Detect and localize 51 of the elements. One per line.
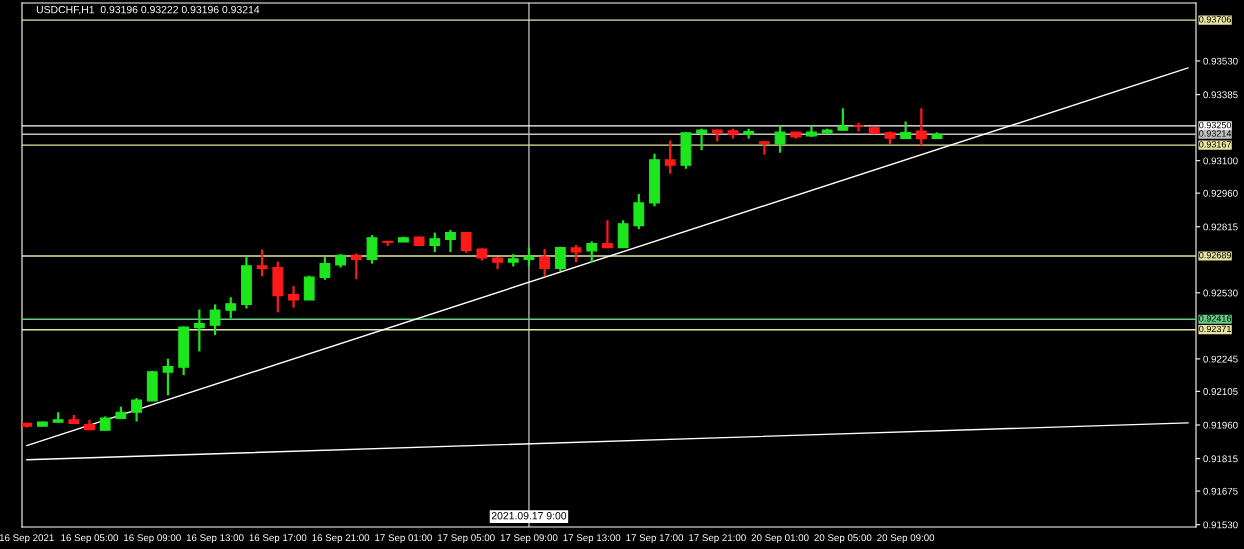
y-tick-label: 0.91675 — [1203, 487, 1238, 495]
x-tick-label: 16 Sep 13:00 — [186, 534, 244, 544]
x-tick-label: 16 Sep 09:00 — [124, 534, 181, 544]
x-tick-label: 20 Sep 01:00 — [751, 534, 809, 544]
x-tick-label: 17 Sep 13:00 — [563, 534, 621, 544]
y-tick-label: 0.93385 — [1203, 91, 1238, 99]
x-tick-label: 17 Sep 01:00 — [375, 534, 432, 544]
y-tick-label: 0.92530 — [1203, 289, 1238, 297]
candlestick — [366, 233, 378, 265]
ref-line-label: 0.92416 — [1199, 315, 1232, 322]
y-tick-label: 0.91960 — [1203, 421, 1238, 429]
ref-line-label: 0.93167 — [1199, 141, 1231, 148]
ref-line-label: 0.92371 — [1199, 325, 1231, 333]
x-tick-label: 16 Sep 21:00 — [312, 534, 370, 544]
y-tick-label: 0.93530 — [1203, 57, 1238, 65]
ref-line-label: 0.93250 — [1199, 121, 1232, 129]
x-tick-label: 20 Sep 05:00 — [814, 534, 872, 544]
ref-line-label: 0.92689 — [1199, 251, 1231, 259]
candlestick — [586, 240, 598, 264]
candlestick — [727, 127, 739, 140]
candlestick — [413, 235, 425, 247]
ref-line-label: 2021.09.17 9:00 — [491, 512, 567, 520]
candlestick — [52, 411, 64, 424]
candlestick — [476, 247, 488, 262]
candlestick — [774, 124, 786, 154]
y-tick-label: 0.91815 — [1203, 455, 1238, 463]
y-tick-label: 0.92960 — [1203, 189, 1238, 197]
x-tick-label: 16 Sep 2021 — [0, 534, 54, 544]
candlestick — [790, 131, 802, 140]
x-tick-label: 17 Sep 21:00 — [689, 534, 746, 544]
candlestick — [758, 140, 770, 156]
y-tick-label: 0.93100 — [1203, 157, 1238, 165]
candlestick — [523, 246, 535, 268]
x-tick-label: 16 Sep 17:00 — [249, 534, 307, 544]
y-tick-label: 0.92105 — [1203, 388, 1238, 395]
x-tick-label: 17 Sep 17:00 — [626, 534, 684, 544]
ref-line-label: 0.93214 — [1199, 130, 1232, 137]
candlestick — [397, 235, 409, 244]
x-tick-label: 17 Sep 05:00 — [438, 534, 495, 544]
x-tick-label: 17 Sep 09:00 — [500, 534, 558, 544]
x-tick-label: 16 Sep 05:00 — [61, 534, 119, 544]
x-tick-label: 20 Sep 09:00 — [877, 534, 935, 544]
y-tick-label: 0.92815 — [1203, 223, 1238, 231]
y-tick-label: 0.92245 — [1203, 355, 1238, 363]
candlestick — [884, 130, 896, 146]
chart-title: USDCHF,H1 0.93196 0.93222 0.93196 0.93214 — [36, 5, 260, 15]
candlestick — [806, 125, 817, 139]
candlestick — [36, 420, 48, 428]
y-tick-label: 0.91530 — [1203, 521, 1238, 529]
candlestick — [68, 413, 80, 426]
ref-line-label: 0.93706 — [1199, 16, 1232, 23]
